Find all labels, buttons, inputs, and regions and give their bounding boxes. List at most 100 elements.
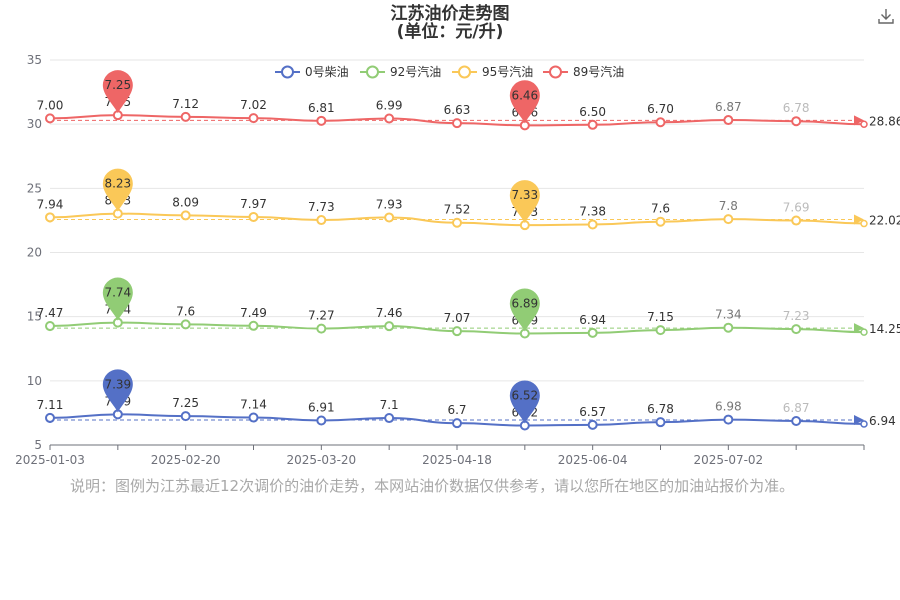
legend-label: 89号汽油 [573, 64, 624, 79]
data-label: 6.87 [715, 100, 742, 114]
data-point [45, 212, 55, 223]
data-point [655, 216, 666, 227]
y-tick-label: 35 [27, 53, 42, 67]
footnote: 说明：图例为江苏最近12次调价的油价走势，本网站油价数据仅供参考，请以您所在地区… [70, 477, 795, 495]
min-marker-label: 6.89 [511, 296, 538, 310]
x-tick-label: 2025-04-18 [422, 453, 492, 467]
average-label: 28.86 [869, 114, 900, 128]
data-label: 6.87 [783, 401, 810, 415]
data-point [723, 322, 734, 333]
data-point [248, 412, 259, 423]
legend-swatch-marker [549, 65, 562, 79]
chart-title: 江苏油价走势图 [390, 4, 510, 24]
download-icon[interactable] [876, 6, 896, 26]
average-label: 6.94 [869, 414, 896, 428]
data-label: 7.46 [376, 306, 403, 320]
data-point [180, 411, 191, 422]
data-label: 6.81 [308, 101, 335, 115]
average-line-arrow [854, 115, 864, 126]
data-point [452, 217, 462, 228]
data-label: 7.11 [37, 398, 64, 412]
data-point [316, 415, 327, 426]
legend-swatch-marker [366, 65, 379, 79]
data-point [723, 214, 734, 225]
min-marker-pin [509, 80, 540, 124]
data-point [655, 417, 666, 428]
data-label: 7.23 [783, 309, 810, 323]
data-label: 7.12 [172, 97, 199, 111]
data-label: 6.78 [647, 402, 674, 416]
data-point [384, 413, 395, 424]
data-label: 7.6 [176, 304, 195, 318]
x-tick-label: 2025-02-20 [151, 453, 221, 467]
data-point [248, 320, 259, 331]
data-label: 6.50 [579, 105, 606, 119]
data-point [860, 420, 868, 428]
data-label: 7.14 [240, 398, 267, 412]
legend-label: 0号柴油 [305, 65, 349, 79]
data-label: 8.09 [172, 195, 199, 209]
data-point [452, 326, 462, 337]
data-point [384, 113, 395, 124]
min-marker-label: 6.52 [511, 388, 538, 402]
average-label: 14.25 [869, 322, 900, 336]
data-label: 6.63 [444, 103, 471, 117]
data-point [452, 418, 462, 429]
data-point [655, 325, 666, 336]
data-point [316, 215, 327, 226]
y-tick-label: 30 [27, 117, 42, 131]
max-marker-label: 7.74 [104, 286, 131, 300]
data-label: 7.47 [37, 306, 64, 320]
x-tick-label: 2025-07-02 [693, 453, 763, 467]
data-label: 7.27 [308, 309, 335, 323]
data-point [45, 412, 55, 423]
data-label: 7.73 [308, 200, 335, 214]
max-marker-pin [102, 70, 133, 114]
data-point [45, 113, 55, 124]
min-marker-pin [509, 380, 540, 424]
data-label: 7.02 [240, 98, 267, 112]
data-label: 7.49 [240, 306, 267, 320]
legend-label: 95号汽油 [482, 64, 533, 79]
data-label: 6.91 [308, 400, 335, 414]
data-label: 7.38 [579, 205, 606, 219]
data-point [316, 115, 327, 126]
data-label: 7.94 [37, 197, 64, 211]
data-label: 7.00 [37, 98, 64, 112]
legend-label: 92号汽油 [390, 64, 441, 79]
data-point [587, 419, 598, 430]
min-marker-pin [509, 180, 540, 224]
data-label: 7.52 [444, 203, 471, 217]
data-point [791, 215, 802, 226]
max-marker-pin [102, 277, 133, 321]
min-marker-label: 6.46 [511, 88, 538, 102]
y-tick-label: 10 [27, 374, 42, 388]
data-point [723, 115, 734, 126]
data-label: 7.93 [376, 197, 403, 211]
x-tick-label: 2025-01-03 [15, 453, 85, 467]
data-point [587, 219, 598, 230]
data-point [860, 120, 868, 128]
average-line-arrow [854, 214, 864, 225]
data-label: 7.8 [719, 199, 738, 213]
average-line-arrow [854, 415, 864, 426]
data-label: 6.57 [579, 405, 606, 419]
data-point [723, 414, 734, 425]
data-label: 6.98 [715, 400, 742, 414]
data-label: 7.69 [783, 201, 810, 215]
data-point [180, 210, 191, 221]
max-marker-label: 7.25 [104, 78, 131, 92]
legend-swatch-marker [458, 65, 471, 79]
data-point [791, 416, 802, 427]
data-point [248, 113, 259, 124]
min-marker-pin [509, 288, 540, 332]
data-point [384, 321, 395, 332]
data-point [587, 119, 598, 130]
data-point [384, 212, 395, 223]
max-marker-pin [102, 369, 133, 413]
average-label: 22.02 [869, 214, 900, 228]
data-point [180, 111, 191, 122]
y-tick-label: 15 [27, 310, 42, 324]
legend-swatch-marker [281, 65, 294, 79]
